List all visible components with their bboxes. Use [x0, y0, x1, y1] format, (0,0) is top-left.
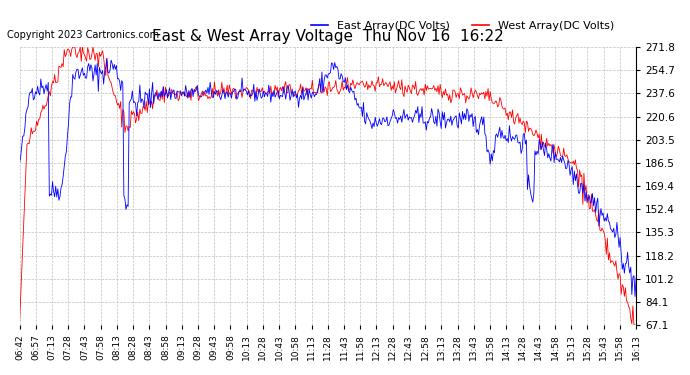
- Text: Copyright 2023 Cartronics.com: Copyright 2023 Cartronics.com: [7, 30, 159, 39]
- Title: East & West Array Voltage  Thu Nov 16  16:22: East & West Array Voltage Thu Nov 16 16:…: [152, 29, 504, 44]
- Legend: East Array(DC Volts), West Array(DC Volts): East Array(DC Volts), West Array(DC Volt…: [307, 16, 618, 35]
